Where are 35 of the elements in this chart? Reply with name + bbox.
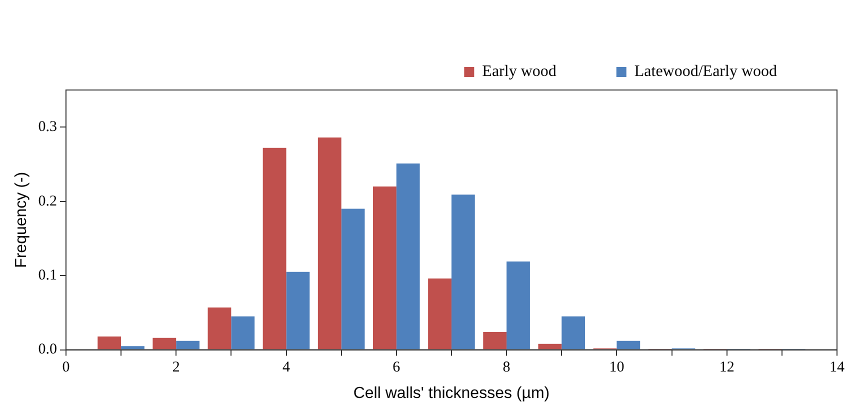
bar [372,186,396,350]
y-tick-label: 0.1 [38,268,57,284]
bar [98,336,122,350]
x-tick-label: 4 [282,360,290,376]
y-tick-label: 0.0 [38,342,57,358]
bar [506,261,530,350]
y-axis-title: Frequency (-) [13,172,30,268]
bar [318,138,342,350]
bar [341,208,365,350]
bar [176,340,200,350]
x-tick-label: 12 [719,360,734,376]
bar [208,307,232,350]
y-tick-label: 0.3 [38,119,57,136]
bar [451,194,475,350]
x-tick-label: 14 [830,360,845,376]
bar [616,340,640,350]
bar [262,148,286,350]
x-axis-title: Cell walls' thicknesses (µm) [353,384,550,402]
x-tick-label: 0 [62,360,70,376]
bar [152,338,176,350]
legend-label: Early wood [482,63,556,80]
x-tick-label: 8 [502,360,510,376]
y-tick-label: 0.2 [38,193,57,210]
x-tick-label: 6 [392,360,401,376]
bar [562,316,586,350]
bar [121,346,144,350]
bar [396,163,420,350]
bar [231,316,255,350]
x-tick-label: 10 [609,360,624,376]
bar [428,278,452,350]
bar [286,272,310,350]
bar [538,344,562,350]
legend-label: Latewood/Early wood [634,63,777,80]
bar [483,332,507,350]
x-tick-label: 2 [172,360,180,376]
